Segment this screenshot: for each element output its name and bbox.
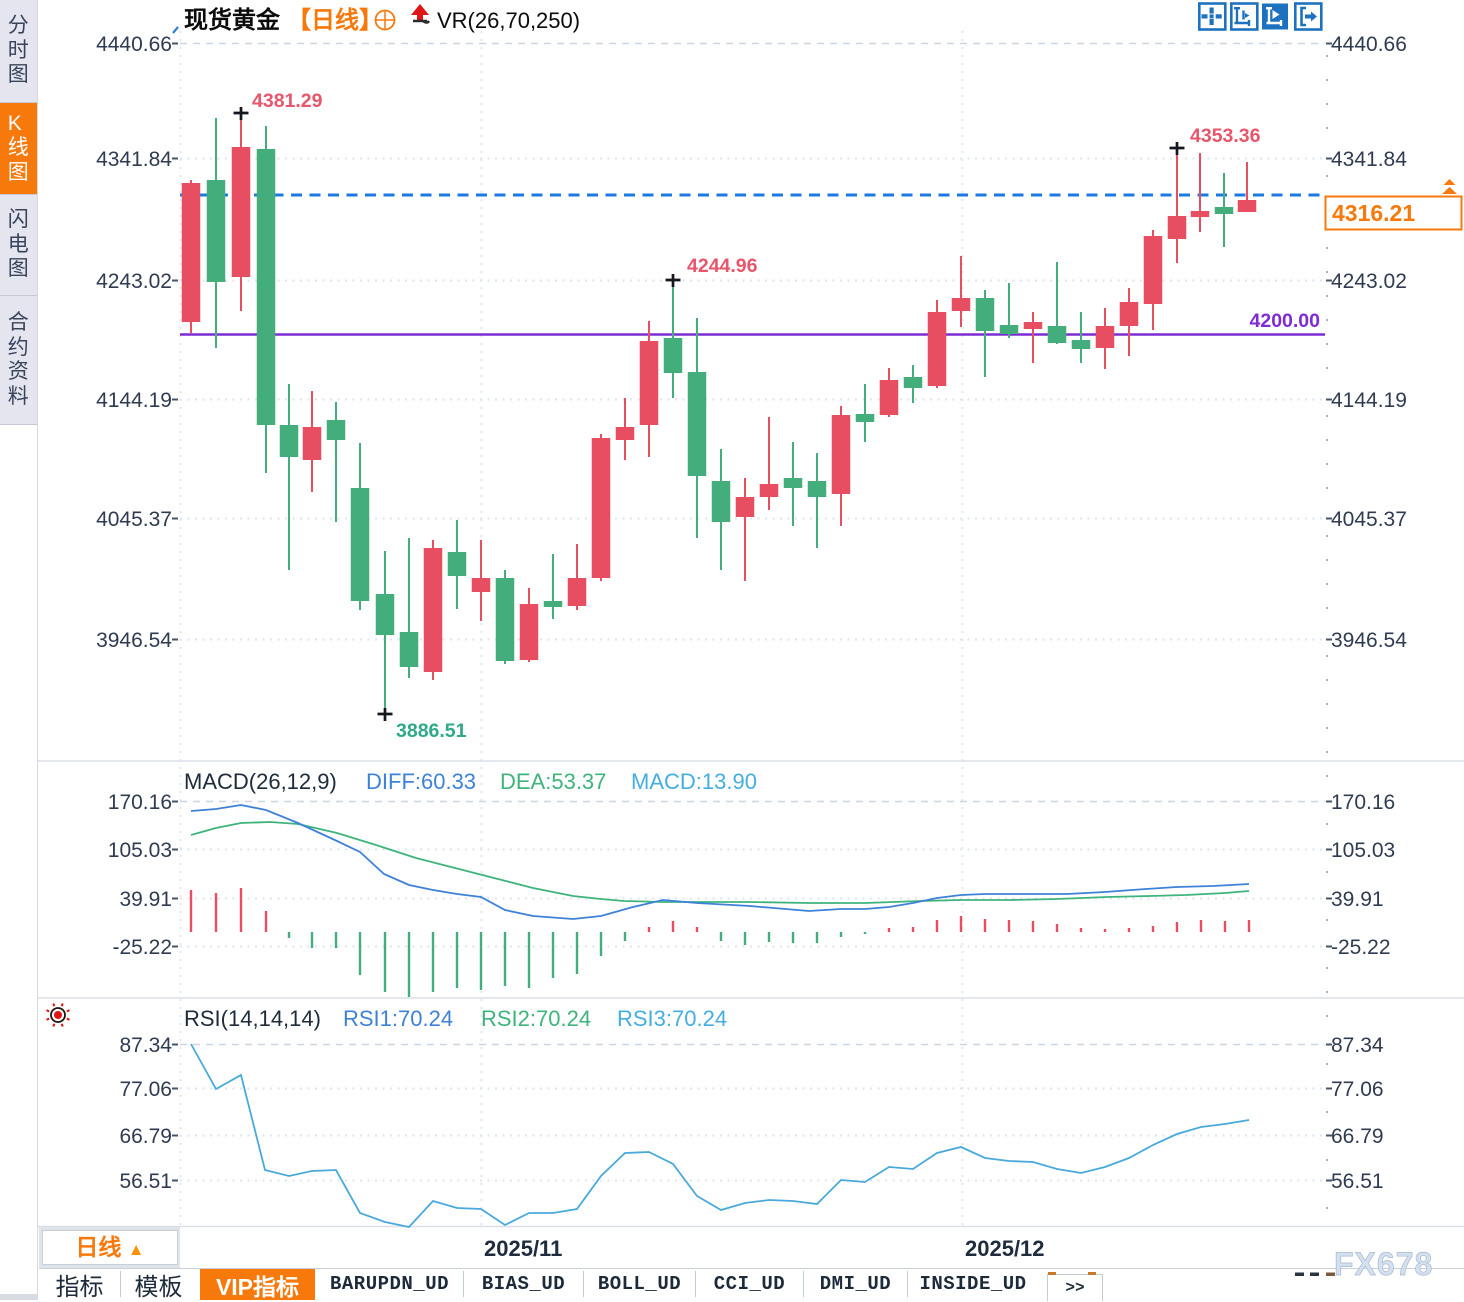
svg-text:4440.66: 4440.66 [96, 33, 172, 56]
svg-text:RSI(14,14,14): RSI(14,14,14) [184, 1006, 321, 1031]
svg-text:66.79: 66.79 [119, 1125, 172, 1148]
svg-text:4316.21: 4316.21 [1332, 200, 1415, 226]
svg-text:77.06: 77.06 [1331, 1078, 1384, 1101]
svg-text:56.51: 56.51 [119, 1170, 172, 1193]
svg-text:3886.51: 3886.51 [396, 720, 467, 742]
svg-text:4243.02: 4243.02 [96, 270, 172, 293]
svg-text:RSI3:70.24: RSI3:70.24 [617, 1006, 727, 1031]
svg-text:66.79: 66.79 [1331, 1125, 1384, 1148]
svg-text:4045.37: 4045.37 [1331, 508, 1407, 531]
svg-text:DEA:53.37: DEA:53.37 [500, 769, 606, 794]
svg-text:87.34: 87.34 [1331, 1034, 1384, 1057]
svg-text:170.16: 170.16 [1331, 791, 1395, 814]
svg-text:170.16: 170.16 [108, 791, 172, 814]
svg-text:【日线】: 【日线】 [287, 7, 383, 34]
svg-text:4045.37: 4045.37 [96, 508, 172, 531]
svg-text:4244.96: 4244.96 [687, 255, 758, 277]
svg-text:105.03: 105.03 [1331, 839, 1395, 862]
svg-text:现货黄金: 现货黄金 [184, 6, 281, 34]
svg-text:DIFF:60.33: DIFF:60.33 [366, 769, 476, 794]
svg-text:4353.36: 4353.36 [1190, 125, 1261, 147]
svg-text:39.91: 39.91 [1331, 888, 1384, 911]
svg-text:4144.19: 4144.19 [96, 389, 172, 412]
svg-text:77.06: 77.06 [119, 1078, 172, 1101]
svg-text:39.91: 39.91 [119, 888, 172, 911]
svg-text:-25.22: -25.22 [1331, 936, 1391, 959]
svg-text:4200.00: 4200.00 [1250, 310, 1321, 332]
svg-text:-25.22: -25.22 [112, 936, 172, 959]
svg-text:4381.29: 4381.29 [252, 90, 323, 112]
svg-text:RSI2:70.24: RSI2:70.24 [481, 1006, 591, 1031]
svg-text:4144.19: 4144.19 [1331, 389, 1407, 412]
svg-text:4341.84: 4341.84 [1331, 148, 1407, 171]
svg-text:2025/12: 2025/12 [965, 1236, 1045, 1261]
svg-text:2025/11: 2025/11 [484, 1236, 562, 1261]
svg-text:3946.54: 3946.54 [96, 629, 172, 652]
svg-text:MACD:13.90: MACD:13.90 [631, 769, 757, 794]
svg-text:4243.02: 4243.02 [1331, 270, 1407, 293]
svg-text:4440.66: 4440.66 [1331, 33, 1407, 56]
svg-text:VR(26,70,250): VR(26,70,250) [437, 8, 580, 33]
svg-text:105.03: 105.03 [108, 839, 172, 862]
svg-text:3946.54: 3946.54 [1331, 629, 1407, 652]
svg-text:RSI1:70.24: RSI1:70.24 [343, 1006, 453, 1031]
svg-text:56.51: 56.51 [1331, 1170, 1384, 1193]
svg-text:MACD(26,12,9): MACD(26,12,9) [184, 769, 337, 794]
svg-text:87.34: 87.34 [119, 1034, 172, 1057]
svg-text:4341.84: 4341.84 [96, 148, 172, 171]
